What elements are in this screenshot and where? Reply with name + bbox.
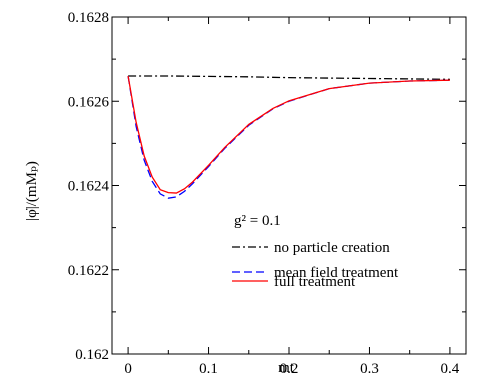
y-tick-label: 0.162 — [75, 347, 109, 363]
y-tick-label: 0.1622 — [68, 263, 109, 279]
x-tick-label: 0.3 — [360, 361, 379, 377]
x-tick-label: 0.4 — [441, 361, 460, 377]
x-tick-label: 0.1 — [199, 361, 218, 377]
x-tick-label: 0 — [124, 361, 132, 377]
legend: no particle creation mean field treatmen… — [232, 240, 399, 290]
annotation-coupling: g² = 0.1 — [234, 213, 281, 229]
y-axis-label: |φ̇|/(mMₚ) — [24, 161, 40, 221]
y-tick-label: 0.1626 — [68, 94, 110, 110]
series-layer — [127, 75, 450, 199]
series-line-no-particle-creation — [128, 75, 450, 80]
x-axis-label: mt — [278, 360, 295, 376]
y-tick-label: 0.1624 — [68, 179, 110, 195]
axis-ticks: 0 0.1 0.2 0.3 0.4 0.162 0.1622 0.1624 0.1626 0.16… — [68, 10, 466, 377]
series-line-mean-field-treatment — [127, 75, 450, 199]
legend-label-full-treatment: full treatment — [274, 274, 356, 290]
series-line-full-treatment — [127, 75, 450, 194]
plot-border — [111, 16, 467, 355]
legend-label-no-particle-creation: no particle creation — [274, 240, 390, 256]
y-tick-label: 0.1628 — [68, 10, 109, 26]
x-tick-label: 0.2 — [280, 361, 299, 377]
legend-label-mean-field-treatment: mean field treatment — [274, 265, 399, 281]
plot-frame — [111, 16, 467, 355]
